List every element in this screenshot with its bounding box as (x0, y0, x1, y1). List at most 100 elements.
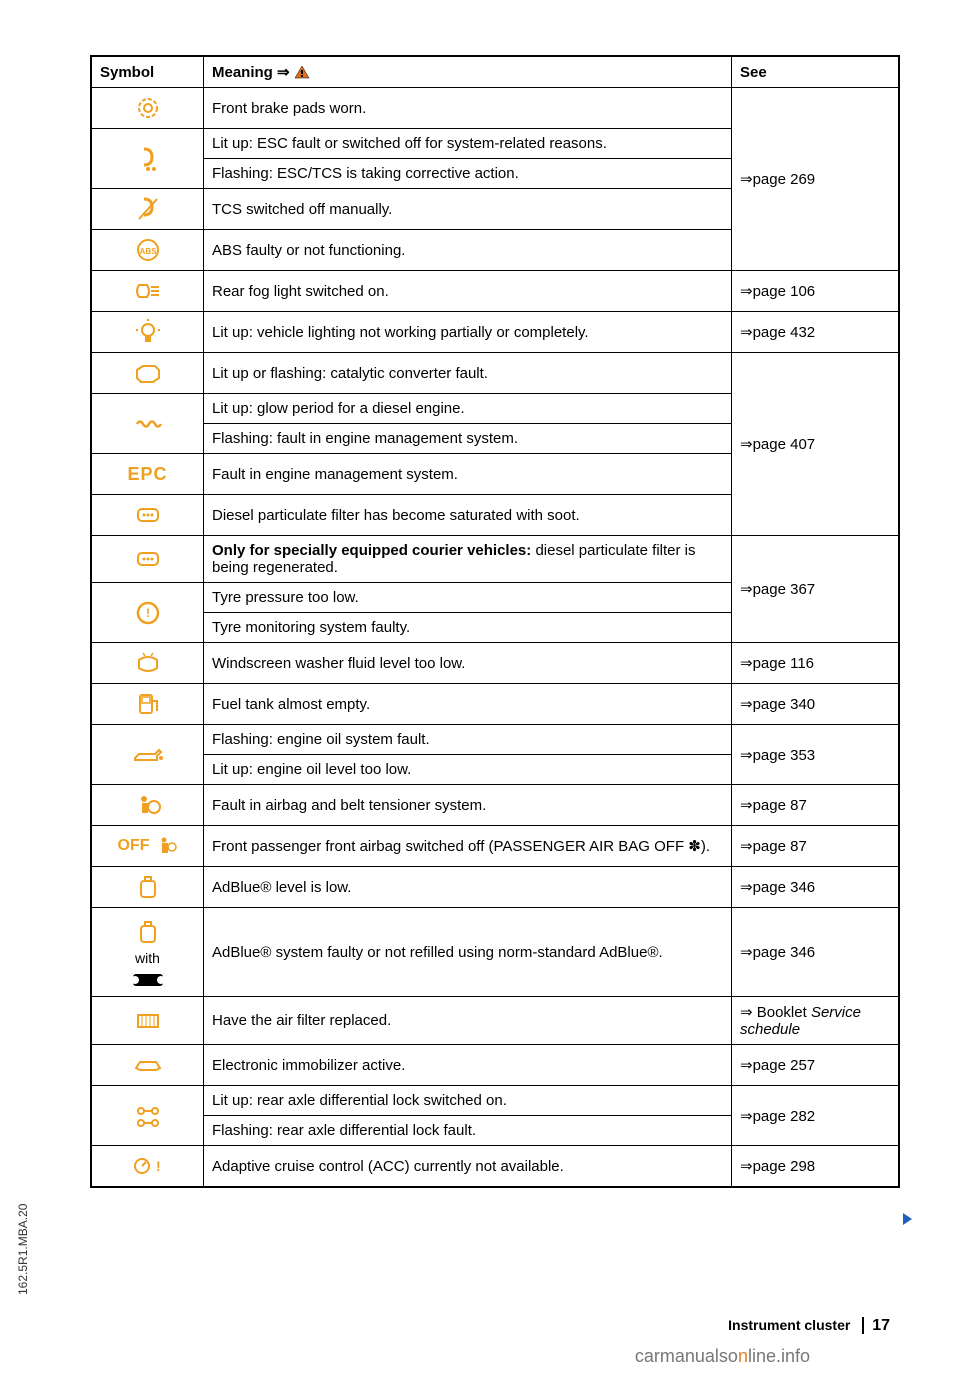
page: Symbol Meaning ⇒ See Front brake pads wo… (0, 0, 960, 1375)
see-cell: ⇒page 340 (732, 684, 900, 725)
meaning-cell: Fault in airbag and belt tensioner syste… (204, 785, 732, 826)
meaning-cell: TCS switched off manually. (204, 189, 732, 230)
table-row: Fuel tank almost empty. ⇒page 340 (91, 684, 899, 725)
arrow-icon: ⇒ (740, 1158, 753, 1175)
see-cell: ⇒page 87 (732, 826, 900, 867)
tyre-icon: ! (100, 599, 195, 627)
see-cell: ⇒page 269 (732, 88, 900, 271)
meaning-cell: Have the air filter replaced. (204, 997, 732, 1045)
see-cell: ⇒page 298 (732, 1146, 900, 1188)
immobilizer-icon (100, 1051, 195, 1079)
meaning-cell: Fault in engine management system. (204, 454, 732, 495)
glow-plug-icon (100, 410, 195, 438)
col-meaning-header: Meaning ⇒ (204, 56, 732, 88)
meaning-cell: Front brake pads worn. (204, 88, 732, 129)
washer-icon (100, 649, 195, 677)
col-see-header: See (732, 56, 900, 88)
esc-icon (100, 145, 195, 173)
see-cell: ⇒page 116 (732, 643, 900, 684)
fuel-icon (100, 690, 195, 718)
meaning-cell: Front passenger front airbag switched of… (204, 826, 732, 867)
table-row: Have the air filter replaced. ⇒ Booklet … (91, 997, 899, 1045)
arrow-icon: ⇒ (740, 324, 753, 341)
meaning-cell: Fuel tank almost empty. (204, 684, 732, 725)
epc-text: EPC (127, 464, 167, 485)
table-row: OFF Front passenger front airbag switche… (91, 826, 899, 867)
arrow-icon: ⇒ (740, 1004, 753, 1021)
meaning-cell: Diesel particulate filter has become sat… (204, 495, 732, 536)
meaning-cell: Adaptive cruise control (ACC) currently … (204, 1146, 732, 1188)
arrow-icon: ⇒ (740, 944, 753, 961)
warning-table: Symbol Meaning ⇒ See Front brake pads wo… (90, 55, 900, 1188)
meaning-cell: Lit up: vehicle lighting not working par… (204, 312, 732, 353)
epc-icon: EPC (100, 460, 195, 488)
arrow-icon: ⇒ (740, 838, 753, 855)
see-text: page 116 (753, 655, 814, 672)
adblue-wrench-icon: with (96, 918, 199, 986)
see-cell: ⇒page 346 (732, 908, 900, 997)
see-text: page 298 (753, 1158, 816, 1175)
dpf-regen-icon (100, 545, 195, 573)
meaning-prefix: Meaning (212, 64, 277, 81)
watermark: carmanualsonline.info (635, 1346, 810, 1367)
see-text: page 407 (753, 436, 816, 453)
table-row: Flashing: engine oil system fault. ⇒page… (91, 725, 899, 755)
off-text: OFF (118, 837, 150, 855)
with-label: with (135, 950, 160, 966)
page-footer: Instrument cluster 17 (728, 1317, 890, 1335)
wrench-icon (133, 974, 163, 986)
table-row: Windscreen washer fluid level too low. ⇒… (91, 643, 899, 684)
table-row: with AdBlue® system faulty or not refill… (91, 908, 899, 997)
airbag-icon (100, 791, 195, 819)
col-symbol-header: Symbol (91, 56, 204, 88)
tcs-off-icon (100, 195, 195, 223)
adblue-icon (100, 873, 195, 901)
meaning-cell: AdBlue® system faulty or not refilled us… (204, 908, 732, 997)
table-row: AdBlue® level is low. ⇒page 346 (91, 867, 899, 908)
table-row: Fault in airbag and belt tensioner syste… (91, 785, 899, 826)
meaning-cell: Flashing: rear axle differential lock fa… (204, 1116, 732, 1146)
engine-icon (100, 359, 195, 387)
meaning-cell: Electronic immobilizer active. (204, 1045, 732, 1086)
see-cell: ⇒page 106 (732, 271, 900, 312)
arrow-icon: ⇒ (740, 283, 753, 300)
arrow-icon: ⇒ (740, 696, 753, 713)
abs-icon: ABS (100, 236, 195, 264)
brake-pads-icon (100, 94, 195, 122)
meaning-cell: Windscreen washer fluid level too low. (204, 643, 732, 684)
see-text: page 87 (753, 797, 807, 814)
arrow-icon: ⇒ (740, 581, 753, 598)
table-row: Lit up or flashing: catalytic converter … (91, 353, 899, 394)
see-cell: ⇒page 407 (732, 353, 900, 536)
table-row: Only for specially equipped courier vehi… (91, 536, 899, 583)
see-text: page 353 (753, 747, 816, 764)
table-row: Lit up: rear axle differential lock swit… (91, 1086, 899, 1116)
see-text: page 346 (753, 879, 816, 896)
arrow-icon: ⇒ (740, 797, 753, 814)
arrow-icon: ⇒ (740, 879, 753, 896)
arrow-icon: ⇒ (740, 436, 753, 453)
oil-icon (100, 741, 195, 769)
see-text: page 257 (753, 1057, 816, 1074)
arrow-icon: ⇒ (740, 655, 753, 672)
side-code: 162.5R1.MBA.20 (16, 1204, 30, 1295)
footer-section: Instrument cluster (728, 1317, 850, 1333)
meaning-cell: Flashing: ESC/TCS is taking corrective a… (204, 159, 732, 189)
meaning-cell: Lit up: engine oil level too low. (204, 755, 732, 785)
see-cell: ⇒page 353 (732, 725, 900, 785)
arrow-icon: ⇒ (740, 171, 753, 188)
see-text: page 367 (753, 581, 816, 598)
see-cell: ⇒page 87 (732, 785, 900, 826)
meaning-cell: ABS faulty or not functioning. (204, 230, 732, 271)
see-text: page 106 (753, 283, 816, 300)
see-cell: ⇒page 367 (732, 536, 900, 643)
see-cell: ⇒ Booklet Service schedule (732, 997, 900, 1045)
see-text: page 340 (753, 696, 816, 713)
see-cell: ⇒page 432 (732, 312, 900, 353)
table-row: ! Adaptive cruise control (ACC) currentl… (91, 1146, 899, 1188)
arrow-icon: ⇒ (740, 1057, 753, 1074)
meaning-cell: Rear fog light switched on. (204, 271, 732, 312)
see-cell: ⇒page 346 (732, 867, 900, 908)
dpf-icon (100, 501, 195, 529)
svg-text:!: ! (156, 1158, 161, 1174)
